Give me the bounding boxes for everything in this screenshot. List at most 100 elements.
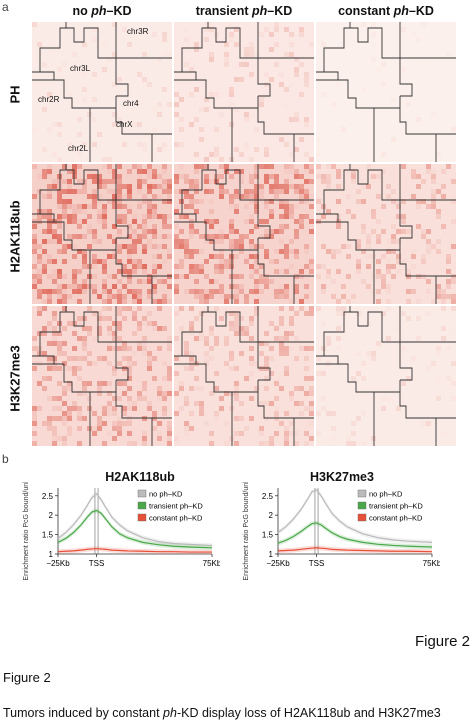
heatmap-cell: [316, 174, 321, 179]
heatmap-cell: [102, 214, 107, 219]
heatmap-cell: [209, 234, 214, 239]
heatmap-cell: [279, 321, 284, 326]
heatmap-cell: [254, 204, 259, 209]
heatmap-cell: [259, 279, 264, 284]
chromosome-boundary: [232, 380, 295, 446]
heatmap-cell: [214, 174, 219, 179]
heatmap-cell: [42, 299, 47, 304]
heatmap-h3k27me3-col1: [32, 306, 172, 446]
heatmap-cell: [436, 289, 441, 294]
heatmap-cell: [356, 199, 361, 204]
heatmap-cell: [279, 269, 284, 274]
heatmap-cell: [299, 299, 304, 304]
heatmap-cell: [42, 169, 47, 174]
heatmap-cell: [336, 169, 341, 174]
heatmap-cell: [289, 306, 294, 311]
heatmap-cell: [137, 234, 142, 239]
heatmap-cell: [162, 259, 167, 264]
heatmap-cell: [127, 406, 132, 411]
heatmap-cell: [331, 426, 336, 431]
heatmap-cell: [162, 376, 167, 381]
heatmap-cell: [259, 97, 264, 102]
heatmap-cell: [381, 152, 386, 157]
heatmap-cell: [142, 386, 147, 391]
heatmap-cell: [132, 331, 137, 336]
heatmap-cell: [426, 164, 431, 169]
heatmap-cell: [127, 441, 132, 446]
heatmap-cell: [102, 299, 107, 304]
heatmap-cell: [341, 311, 346, 316]
heatmap-cell: [239, 326, 244, 331]
heatmap-cell: [284, 164, 289, 169]
heatmap-cell: [72, 279, 77, 284]
heatmap-cell: [62, 436, 67, 441]
heatmap-cell: [132, 441, 137, 446]
heatmap-cell: [294, 249, 299, 254]
heatmap-cell: [204, 351, 209, 356]
heatmap-cell: [152, 264, 157, 269]
heatmap-cell: [117, 179, 122, 184]
heatmap-cell: [32, 284, 37, 289]
heatmap-cell: [82, 249, 87, 254]
heatmap-cell: [309, 346, 314, 351]
heatmap-cell: [401, 346, 406, 351]
heatmap-cell: [87, 229, 92, 234]
heatmap-cell: [316, 356, 321, 361]
heatmap-cell: [167, 366, 172, 371]
heatmap-cell: [381, 204, 386, 209]
heatmap-cell: [264, 27, 269, 32]
heatmap-cell: [309, 306, 314, 311]
heatmap-cell: [209, 224, 214, 229]
heatmap-cell: [57, 234, 62, 239]
heatmap-cell: [279, 189, 284, 194]
heatmap-cell: [37, 406, 42, 411]
heatmap-cell: [304, 356, 309, 361]
heatmap-cell: [37, 351, 42, 356]
heatmap-cell: [42, 306, 47, 311]
heatmap-cell: [209, 57, 214, 62]
heatmap-cell: [122, 194, 127, 199]
heatmap-cell: [189, 122, 194, 127]
heatmap-cell: [229, 311, 234, 316]
heatmap-cell: [336, 82, 341, 87]
heatmap-cell: [112, 234, 117, 239]
heatmap-cell: [294, 219, 299, 224]
heatmap-cell: [167, 441, 172, 446]
heatmap-cell: [289, 431, 294, 436]
heatmap-cell: [421, 199, 426, 204]
heatmap-cell: [401, 219, 406, 224]
heatmap-cell: [152, 234, 157, 239]
heatmap-cell: [82, 189, 87, 194]
series-line: [277, 522, 433, 548]
heatmap-cell: [189, 249, 194, 254]
heatmap-cell: [122, 219, 127, 224]
heatmap-cell: [174, 189, 179, 194]
heatmap-cell: [259, 32, 264, 37]
heatmap-cell: [239, 239, 244, 244]
chromosome-boundary: [66, 27, 129, 97]
chromosome-boundary: [374, 380, 437, 446]
heatmap-cell: [142, 157, 147, 162]
heatmap-cell: [446, 52, 451, 57]
heatmap-cell: [112, 411, 117, 416]
heatmap-cell: [107, 411, 112, 416]
heatmap-cell: [122, 341, 127, 346]
heatmap-cell: [57, 416, 62, 421]
heatmap-cell: [401, 199, 406, 204]
heatmap-cell: [67, 406, 72, 411]
heatmap-cell: [112, 274, 117, 279]
heatmap-cell: [157, 326, 162, 331]
heatmap-cell: [229, 194, 234, 199]
heatmap-cell: [167, 346, 172, 351]
heatmap-cell: [137, 396, 142, 401]
heatmap-cell: [204, 421, 209, 426]
heatmap-cell: [294, 174, 299, 179]
heatmap-cell: [259, 164, 264, 169]
heatmap-cell: [67, 426, 72, 431]
y-tick-label: 1.5: [42, 531, 54, 540]
heatmap-cell: [244, 234, 249, 239]
heatmap-cell: [97, 294, 102, 299]
heatmap-cell: [204, 37, 209, 42]
heatmap-cell: [204, 189, 209, 194]
heatmap-cell: [97, 209, 102, 214]
